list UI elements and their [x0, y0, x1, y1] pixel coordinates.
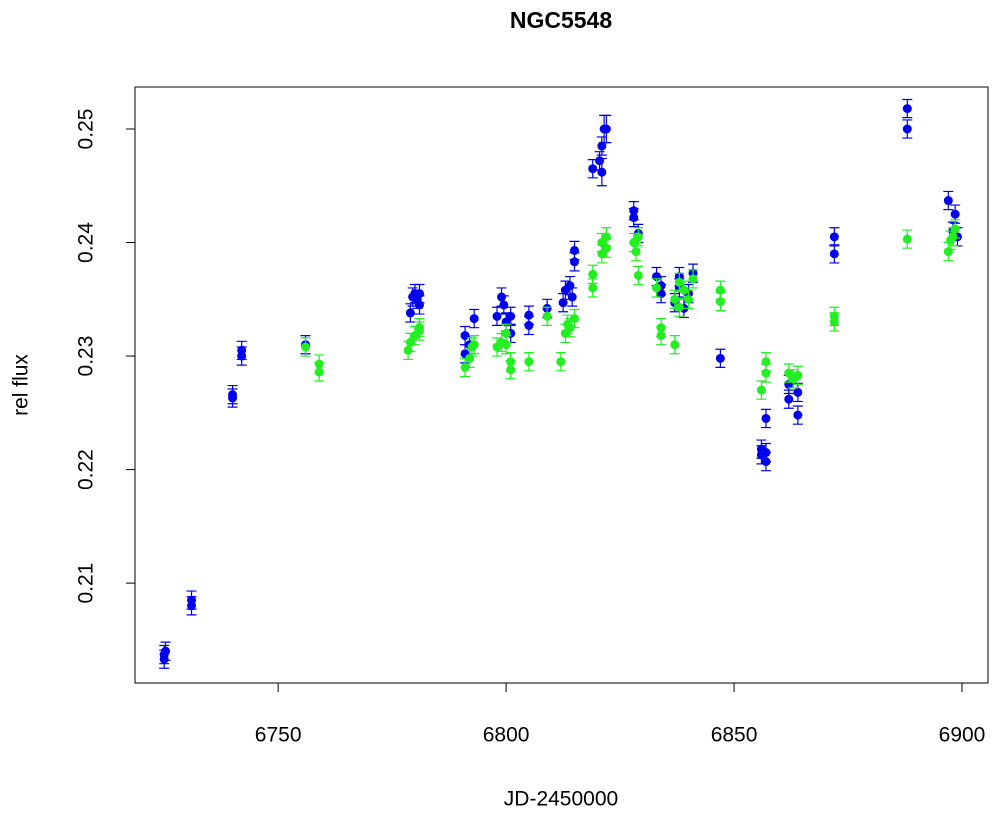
point	[793, 410, 803, 420]
point	[631, 247, 641, 257]
y-tick-label: 0.25	[75, 109, 98, 150]
y-tick-label: 0.24	[75, 222, 98, 263]
y-axis-label: rel flux	[10, 354, 33, 416]
point	[629, 213, 639, 223]
point	[497, 292, 507, 302]
point	[761, 368, 771, 378]
point	[756, 385, 766, 395]
point	[228, 390, 238, 400]
point	[524, 320, 534, 330]
point	[943, 247, 953, 257]
point	[950, 224, 960, 234]
point	[301, 342, 311, 352]
point	[683, 294, 693, 304]
point	[715, 353, 725, 363]
point	[761, 413, 771, 423]
point	[601, 243, 611, 253]
point	[558, 298, 568, 308]
point	[902, 124, 912, 134]
point	[501, 340, 511, 350]
point	[943, 196, 953, 206]
point	[405, 308, 415, 318]
point	[601, 124, 611, 134]
point	[314, 367, 324, 377]
point	[187, 595, 197, 605]
point	[414, 289, 424, 299]
x-tick-label: 6800	[483, 724, 530, 747]
point	[595, 156, 605, 166]
point	[524, 310, 534, 320]
point	[588, 283, 598, 293]
x-tick-label: 6750	[255, 724, 302, 747]
point	[588, 269, 598, 279]
point	[588, 164, 598, 174]
point	[829, 249, 839, 259]
point	[492, 311, 502, 321]
point	[506, 365, 516, 375]
point	[524, 357, 534, 367]
point	[506, 311, 516, 321]
point	[652, 283, 662, 293]
point	[688, 274, 698, 284]
point	[829, 311, 839, 321]
point	[902, 104, 912, 114]
y-tick-label: 0.22	[75, 449, 98, 490]
point	[948, 232, 958, 242]
point	[414, 326, 424, 336]
plot-frame	[134, 86, 989, 684]
point	[556, 357, 566, 367]
x-axis-label: JD-2450000	[504, 788, 618, 811]
point	[670, 294, 680, 304]
point	[161, 646, 171, 656]
point	[469, 314, 479, 324]
point	[793, 370, 803, 380]
point	[569, 245, 579, 255]
point	[465, 353, 475, 363]
point	[950, 209, 960, 219]
point	[597, 167, 607, 177]
point	[715, 285, 725, 295]
point	[403, 345, 413, 355]
point	[902, 234, 912, 244]
point	[784, 394, 794, 404]
point	[633, 232, 643, 242]
point	[469, 340, 479, 350]
point	[761, 448, 771, 458]
point	[674, 302, 684, 312]
y-tick-label: 0.21	[75, 563, 98, 604]
point	[237, 345, 247, 355]
point	[793, 387, 803, 397]
x-tick-label: 6850	[711, 724, 758, 747]
x-tick-label: 6900	[939, 724, 986, 747]
point	[597, 141, 607, 151]
point	[565, 281, 575, 291]
y-tick-label: 0.23	[75, 336, 98, 377]
point	[569, 314, 579, 324]
point	[674, 277, 684, 287]
point	[656, 331, 666, 341]
point	[829, 232, 839, 242]
point	[567, 292, 577, 302]
chart-title: NGC5548	[510, 7, 612, 33]
point	[670, 340, 680, 350]
point	[633, 270, 643, 280]
point	[499, 300, 509, 310]
point	[542, 311, 552, 321]
